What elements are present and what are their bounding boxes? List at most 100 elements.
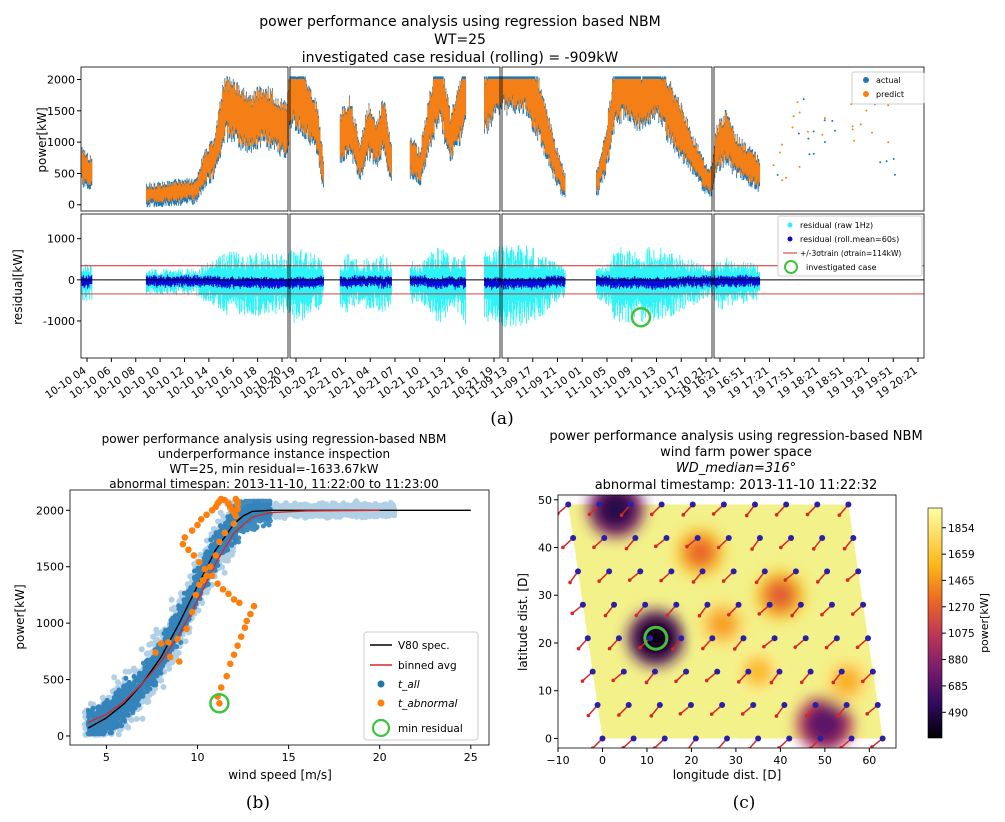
legend-actual-marker xyxy=(863,77,869,83)
turbine-point xyxy=(812,702,819,709)
wind-arrow-head xyxy=(576,646,581,651)
wind-arrow-head xyxy=(665,613,670,618)
top-ytick-label: 2000 xyxy=(47,74,75,87)
colorbar-tick-label: 685 xyxy=(948,681,968,693)
investigated-turbine-marker xyxy=(643,625,669,651)
sparse-power-point xyxy=(785,176,788,179)
panel-a: power performance analysis using regress… xyxy=(11,14,925,429)
turbine-point xyxy=(637,568,644,575)
turbine-point xyxy=(615,635,622,642)
turbine-point xyxy=(807,668,814,675)
sparse-power-point xyxy=(781,143,783,146)
abnormal-point xyxy=(176,658,183,665)
abnormal-point xyxy=(188,527,196,534)
wind-arrow-head xyxy=(750,547,754,551)
wind-arrow-head xyxy=(711,512,716,516)
panel-b: power performance analysis using regress… xyxy=(13,432,490,813)
turbine-point xyxy=(752,501,759,508)
panel-b-legend: V80 spec. binned avg t_all t_abnormal mi… xyxy=(363,631,479,741)
turbine-point xyxy=(627,501,634,508)
panel-b-ytick-label: 0 xyxy=(57,730,64,743)
abnormal-point xyxy=(152,649,159,656)
panel-b-title-line4: abnormal timespan: 2013-11-10, 11:22:00 … xyxy=(109,477,438,491)
wind-arrow-head xyxy=(837,513,842,517)
legend-actual-label: actual xyxy=(876,76,901,85)
turbine-point xyxy=(625,702,632,709)
legend-raw-marker xyxy=(787,222,793,228)
wind-arrow-head xyxy=(638,645,642,650)
legend-investigated-marker xyxy=(784,260,798,274)
wind-arrow-head xyxy=(816,580,820,584)
turbine-point xyxy=(584,635,591,642)
wind-arrow-head xyxy=(740,712,745,716)
sparse-power-point xyxy=(776,173,779,176)
wind-arrow-head xyxy=(586,713,591,718)
wind-arrow-head xyxy=(617,713,621,717)
wind-arrow-head xyxy=(865,712,869,716)
turbine-point xyxy=(833,635,840,642)
wind-arrow-head xyxy=(732,647,737,651)
wind-arrow-head xyxy=(777,746,781,748)
turbine-point xyxy=(776,668,783,675)
colorbar-tick-label: 1270 xyxy=(948,602,975,614)
min-residual-marker xyxy=(209,693,230,714)
wind-arrow-head xyxy=(754,580,759,585)
turbine-point xyxy=(750,702,757,709)
turbine-point xyxy=(678,635,685,642)
turbine-point xyxy=(683,668,690,675)
wind-arrow-head xyxy=(652,746,657,748)
turbine-point xyxy=(661,735,668,742)
turbine-point xyxy=(689,501,696,508)
panel-b-plot-area xyxy=(81,495,471,738)
turbine-point xyxy=(647,635,654,642)
wind-arrow-head xyxy=(744,513,749,518)
turbine-point xyxy=(740,635,747,642)
abnormal-point xyxy=(207,563,214,570)
turbine-point xyxy=(719,702,726,709)
panel-a-residual-series xyxy=(81,245,924,328)
abnormal-point xyxy=(230,596,238,603)
wind-arrow-head xyxy=(691,580,696,584)
turbine-point xyxy=(589,668,596,675)
sparse-power-point xyxy=(887,141,890,144)
wind-arrow-head xyxy=(721,579,726,583)
turbine-point xyxy=(824,568,831,575)
abnormal-point xyxy=(225,590,232,598)
low-power-spot xyxy=(706,607,739,640)
sparse-power-point xyxy=(887,104,890,107)
turbine-point xyxy=(756,534,763,541)
top-ytick-label: 500 xyxy=(54,167,75,180)
turbine-point xyxy=(783,501,790,508)
turbine-point xyxy=(869,668,876,675)
top-ytick-label: 1000 xyxy=(47,136,75,149)
predicted-power-series xyxy=(81,78,761,203)
sparse-power-point xyxy=(879,161,882,164)
turbine-point xyxy=(848,735,855,742)
legend-tall-marker xyxy=(377,680,385,688)
panel-a-top-ylabel: power[kW] xyxy=(35,107,49,172)
wind-arrow-head xyxy=(870,745,874,748)
abnormal-point xyxy=(234,642,241,649)
legend-minres-marker xyxy=(371,718,391,738)
turbine-point xyxy=(850,534,857,541)
wind-arrow-head xyxy=(561,545,565,550)
colorbar-tick-label: 490 xyxy=(948,707,968,719)
abnormal-point xyxy=(234,505,241,513)
panel-c-ytick-label: 0 xyxy=(545,732,552,745)
bottom-ytick-label: 0 xyxy=(68,274,75,287)
panel-a-power-series xyxy=(81,76,899,208)
panel-b-frame xyxy=(69,489,490,746)
wind-arrow-head xyxy=(805,512,810,517)
wind-arrow-head xyxy=(804,713,809,718)
legend-binned-label: binned avg xyxy=(398,660,457,672)
panel-c-xtick-label: 40 xyxy=(773,754,787,767)
panel-b-title-line1: power performance analysis using regress… xyxy=(102,432,447,446)
colorbar-tick-label: 1465 xyxy=(948,575,975,587)
sparse-power-point xyxy=(871,131,873,134)
panel-c-xtick-label: 10 xyxy=(640,754,654,767)
wind-arrow-head xyxy=(619,513,624,517)
wind-arrow-head xyxy=(587,512,592,517)
abnormal-point xyxy=(190,552,198,559)
sparse-power-point xyxy=(772,164,775,167)
low-power-spot xyxy=(764,579,797,612)
